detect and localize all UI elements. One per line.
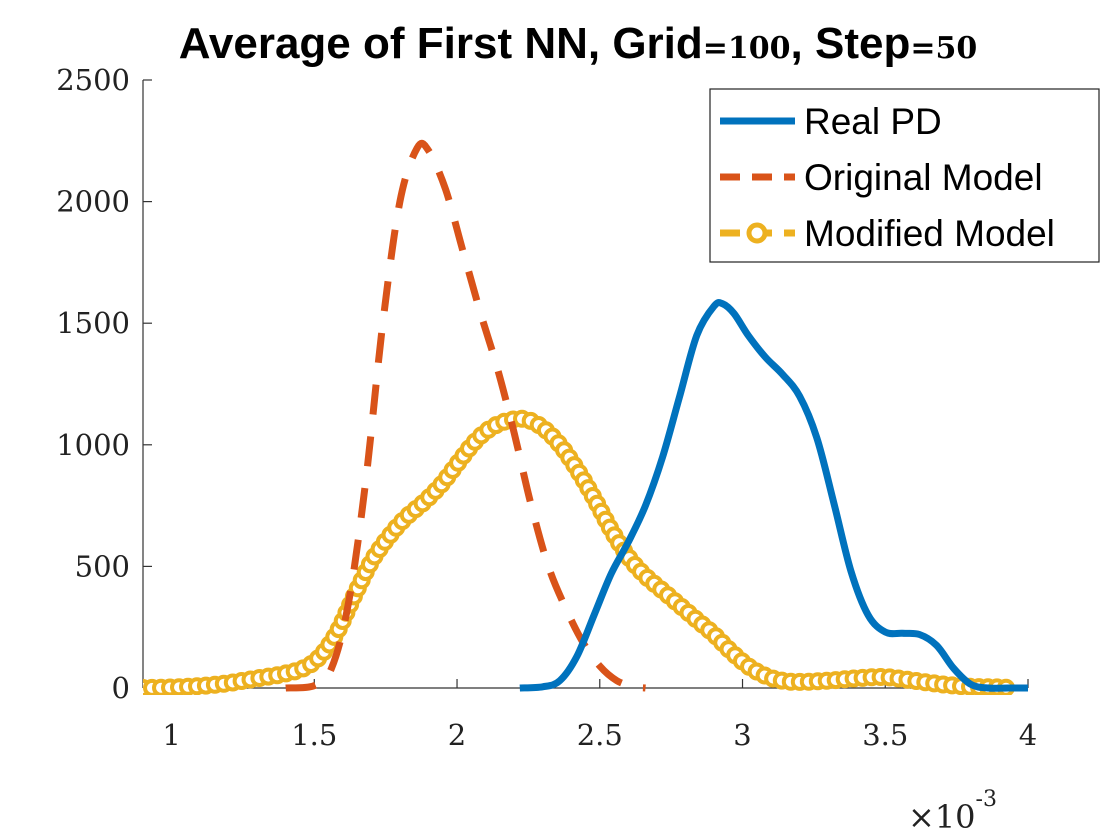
x-tick-label: 1 <box>162 718 180 752</box>
y-tick-label: 500 <box>75 549 130 583</box>
y-tick-label: 2000 <box>56 185 130 219</box>
legend-item-modified-model: Modified Model <box>720 213 1055 254</box>
chart-title: Average of First NN, Grid=100, Step=50 <box>179 19 977 68</box>
legend-item-original-model: Original Model <box>720 157 1043 198</box>
y-tick-label: 0 <box>112 671 130 705</box>
x-tick-label: 1.5 <box>291 718 337 752</box>
y-tick-label: 1000 <box>56 428 130 462</box>
legend-label: Original Model <box>804 157 1043 198</box>
series-modified-model <box>143 409 1015 695</box>
series-layer <box>143 139 1028 695</box>
y-tick-label: 2500 <box>56 63 130 97</box>
axes: 1 1.5 2 2.5 3 3.5 4 0 500 1000 1500 2000 2500 <box>56 63 1037 752</box>
y-tick-label: 1500 <box>56 306 130 340</box>
legend: Real PD Original Model Modified Model <box>709 88 1100 263</box>
legend-label: Real PD <box>804 101 942 142</box>
series-original-model <box>285 139 646 692</box>
x-tick-label: 2.5 <box>577 718 623 752</box>
x-tick-label: 2 <box>448 718 466 752</box>
x-tick-label: 4 <box>1019 718 1037 752</box>
x-tick-label: 3.5 <box>862 718 908 752</box>
legend-marker <box>746 222 768 244</box>
series-real-pd <box>519 299 1028 692</box>
x-multiplier: ×10-3 <box>908 787 997 836</box>
series-line <box>519 299 1028 692</box>
series-line <box>285 139 646 692</box>
legend-label: Modified Model <box>804 213 1055 254</box>
x-tick-label: 3 <box>733 718 751 752</box>
legend-item-real-pd: Real PD <box>720 101 942 142</box>
